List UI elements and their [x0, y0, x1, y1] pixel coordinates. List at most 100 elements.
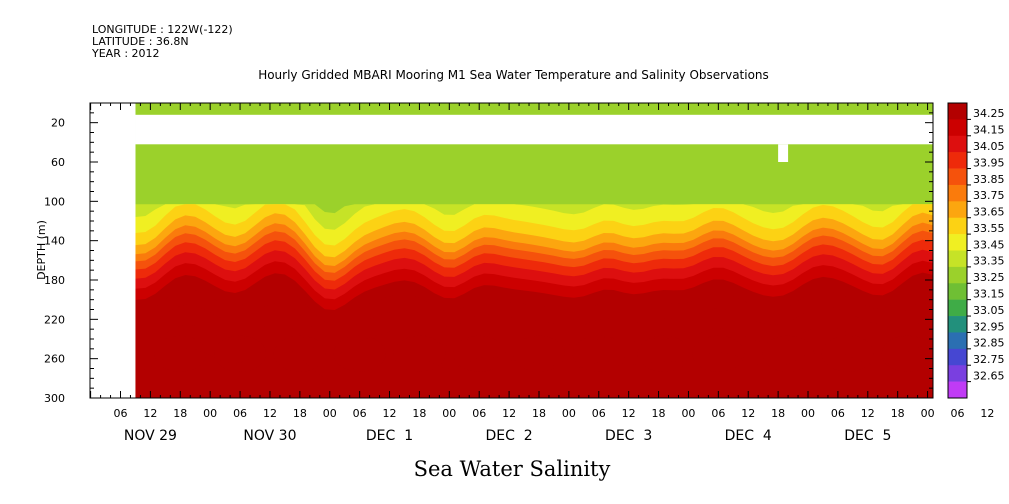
x-hour-label: 12 — [383, 407, 397, 420]
x-hour-label: 06 — [711, 407, 725, 420]
y-axis-label: DEPTH (m) — [35, 220, 48, 280]
x-hour-label: 00 — [801, 407, 815, 420]
colorbar-label: 32.85 — [973, 337, 1005, 350]
data-gap — [135, 114, 933, 145]
x-hour-label: 06 — [472, 407, 486, 420]
salinity-core — [214, 335, 267, 372]
colorbar-swatch — [948, 332, 967, 350]
x-hour-label: 06 — [114, 407, 128, 420]
colorbar-swatch — [948, 217, 967, 235]
salinity-core — [692, 335, 745, 372]
x-day-label: DEC 4 — [725, 428, 772, 444]
x-day-label: NOV 30 — [243, 428, 296, 444]
salinity-core — [762, 335, 815, 372]
colorbar-swatch — [948, 316, 967, 333]
salinity-core — [572, 335, 625, 372]
colorbar-label: 33.75 — [973, 189, 1005, 202]
x-hour-label: 06 — [233, 407, 247, 420]
salinity-core — [821, 335, 874, 372]
salinity-core — [333, 335, 386, 372]
colorbar-label: 33.45 — [973, 238, 1005, 251]
x-day-label: DEC 2 — [485, 428, 532, 444]
salinity-core — [273, 335, 326, 372]
colorbar-label: 33.35 — [973, 255, 1005, 268]
x-hour-label: 12 — [263, 407, 277, 420]
salinity-core — [154, 335, 207, 372]
longitude-label: LONGITUDE : 122W(-122) — [92, 23, 233, 36]
colorbar-label: 34.15 — [973, 124, 1005, 137]
x-hour-label: 18 — [293, 407, 307, 420]
colorbar-swatch — [948, 348, 967, 366]
y-tick-label: 60 — [51, 156, 65, 169]
colorbar-swatch — [948, 299, 967, 317]
salinity-core — [637, 335, 690, 372]
colorbar-label: 32.75 — [973, 353, 1005, 366]
colorbar-label: 34.25 — [973, 107, 1005, 120]
y-tick-label: 220 — [44, 313, 65, 326]
y-tick-label: 20 — [51, 117, 65, 130]
data-gap — [90, 103, 136, 398]
colorbar-label: 33.85 — [973, 173, 1005, 186]
colorbar-label: 32.95 — [973, 320, 1005, 333]
x-hour-label: 00 — [323, 407, 337, 420]
colorbar-swatch — [948, 168, 967, 186]
y-tick-label: 100 — [44, 195, 65, 208]
colorbar-label: 33.95 — [973, 156, 1005, 169]
colorbar-swatch — [948, 119, 967, 137]
x-hour-label: 06 — [950, 407, 964, 420]
x-hour-label: 18 — [532, 407, 546, 420]
colorbar-swatch — [948, 365, 967, 382]
colorbar-swatch — [948, 152, 967, 169]
colorbar-swatch — [948, 103, 967, 120]
colorbar-swatch — [948, 135, 967, 153]
plot-area — [90, 103, 933, 398]
x-hour-label: 00 — [442, 407, 456, 420]
colorbar-label: 32.65 — [973, 369, 1005, 382]
y-tick-label: 140 — [44, 235, 65, 248]
salinity-core — [393, 335, 446, 372]
metadata-block: LONGITUDE : 122W(-122) LATITUDE : 36.8N … — [92, 24, 233, 60]
y-tick-label: 300 — [44, 392, 65, 405]
colorbar-legend: 34.25 34.15 34.05 33.95 33.85 33.75 33.65 33.55… — [947, 102, 1005, 399]
x-hour-label: 12 — [502, 407, 516, 420]
x-hour-label: 00 — [562, 407, 576, 420]
x-hour-label: 00 — [681, 407, 695, 420]
salinity-core — [453, 335, 506, 372]
x-day-label: DEC 5 — [844, 428, 891, 444]
colorbar-swatch — [948, 250, 967, 268]
colorbar-label: 33.15 — [973, 287, 1005, 300]
salinity-core — [881, 335, 933, 372]
colorbar-swatch — [948, 184, 967, 202]
colorbar-swatch — [948, 283, 967, 300]
x-hour-label: 06 — [353, 407, 367, 420]
y-tick-label: 260 — [44, 353, 65, 366]
x-hour-label: 18 — [771, 407, 785, 420]
x-hour-label: 18 — [891, 407, 905, 420]
variable-title: Sea Water Salinity — [414, 457, 611, 481]
x-hour-label: 18 — [652, 407, 666, 420]
salinity-core — [512, 335, 565, 372]
colorbar-swatch — [948, 266, 967, 284]
x-hour-label: 18 — [173, 407, 187, 420]
colorbar-label: 33.25 — [973, 271, 1005, 284]
x-day-label: DEC 3 — [605, 428, 652, 444]
x-hour-label: 00 — [203, 407, 217, 420]
x-hour-label: 12 — [741, 407, 755, 420]
colorbar-swatch — [948, 234, 967, 251]
x-hour-label: 12 — [622, 407, 636, 420]
x-hour-label: 18 — [412, 407, 426, 420]
colorbar-swatch — [948, 381, 967, 399]
x-hour-label: 12 — [143, 407, 157, 420]
x-hour-label: 06 — [592, 407, 606, 420]
chart-title: Hourly Gridded MBARI Mooring M1 Sea Wate… — [258, 68, 769, 82]
colorbar-label: 33.05 — [973, 304, 1005, 317]
x-hour-label: 12 — [861, 407, 875, 420]
y-tick-label: 180 — [44, 274, 65, 287]
surface-band — [135, 103, 933, 111]
colorbar-label: 33.65 — [973, 206, 1005, 219]
x-hour-label: 00 — [921, 407, 935, 420]
x-day-label: DEC 1 — [366, 428, 413, 444]
colorbar-swatch — [948, 201, 967, 219]
x-day-label: NOV 29 — [124, 428, 177, 444]
